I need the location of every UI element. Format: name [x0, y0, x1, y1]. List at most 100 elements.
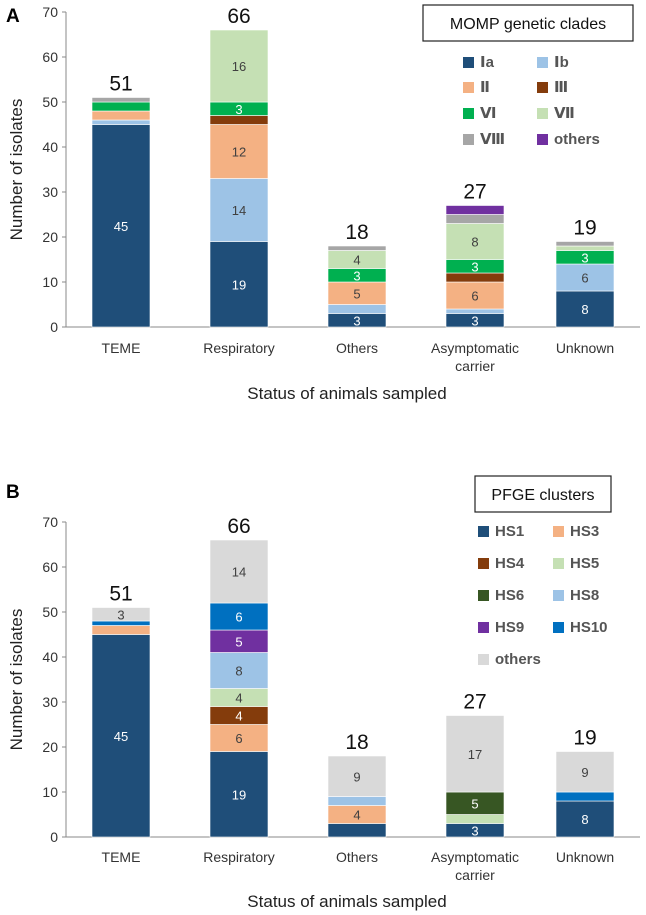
data-label: 16	[232, 59, 246, 74]
bar-segment	[209, 241, 269, 328]
chart-panel-b: B 0 10 20 30 40 50 60 70 Number of isolates Status…	[6, 475, 640, 911]
bar-segment	[445, 223, 505, 260]
data-label: 5	[471, 796, 478, 811]
data-label: 19	[232, 787, 246, 802]
legend-label: HS10	[570, 619, 608, 636]
bar-segment	[91, 110, 151, 121]
data-label: 3	[353, 268, 360, 283]
data-label: 5	[353, 286, 360, 301]
data-label: 6	[581, 271, 588, 286]
y-tick-label: 70	[42, 4, 58, 20]
legend-swatch	[478, 590, 489, 601]
bar-segment	[327, 823, 387, 838]
x-tick-label-line: carrier	[455, 358, 495, 374]
x-tick-label: Asymptomatic carrier	[431, 340, 519, 374]
x-tick-label: TEME	[102, 340, 141, 356]
y-tick-label: 0	[50, 829, 58, 845]
legend-swatch	[478, 526, 489, 537]
legend-label: HS9	[495, 619, 524, 636]
bar-segment	[209, 29, 269, 103]
bar-segment	[445, 308, 505, 314]
legend-title-box	[422, 4, 634, 42]
legend-label: Ⅱ	[480, 79, 490, 96]
data-label: 6	[235, 731, 242, 746]
bar-segment	[209, 652, 269, 689]
legend-title: MOMP genetic clades	[450, 16, 606, 33]
data-label: 3	[471, 823, 478, 838]
data-label: 8	[471, 235, 478, 250]
legend-label: HS3	[570, 523, 599, 540]
y-tick-label: 20	[42, 739, 58, 755]
y-tick-label: 0	[50, 319, 58, 335]
x-tick-label: Asymptomatic carrier	[431, 849, 519, 883]
y-tick-label: 40	[42, 139, 58, 155]
legend-swatch	[537, 82, 548, 93]
y-tick-label: 40	[42, 649, 58, 665]
x-tick-label-line: Asymptomatic	[431, 849, 519, 865]
data-label: 9	[353, 769, 360, 784]
data-label: 14	[232, 565, 246, 580]
chart-panel-a: A 0 10 20 30 40 50 60 70 Number of isolates Status…	[6, 4, 640, 403]
data-label: 8	[581, 812, 588, 827]
x-axis-title: Status of animals sampled	[247, 892, 446, 911]
legend-swatch	[478, 558, 489, 569]
bar-segment	[209, 751, 269, 838]
bar-segment	[445, 715, 505, 793]
legend-swatch	[463, 57, 474, 68]
panel-letter: B	[6, 482, 20, 503]
legend-label: HS5	[570, 555, 599, 572]
bar-total-label: 51	[109, 583, 132, 606]
bar-total-label: 18	[345, 731, 368, 754]
bar-segment	[555, 245, 615, 251]
data-label: 4	[353, 808, 360, 823]
bar-segment	[327, 245, 387, 251]
y-tick-label: 60	[42, 559, 58, 575]
data-label: 8	[235, 664, 242, 679]
bar-segment	[209, 115, 269, 125]
bar-segment	[91, 607, 151, 622]
x-tick-label-line: Asymptomatic	[431, 340, 519, 356]
data-label: 4	[235, 691, 242, 706]
legend-swatch	[537, 57, 548, 68]
bar-segment	[555, 791, 615, 802]
legend-label: others	[554, 131, 600, 148]
bar-segment	[91, 625, 151, 635]
legend-swatch	[553, 558, 564, 569]
bar-total-label: 66	[227, 5, 250, 28]
data-label: 4	[235, 709, 242, 724]
bar-segment	[555, 263, 615, 292]
bar-segment	[327, 755, 387, 797]
bar-segment	[445, 205, 505, 215]
legend-title: PFGE clusters	[491, 487, 594, 504]
x-tick-label: Others	[336, 340, 378, 356]
y-tick-label: 70	[42, 514, 58, 530]
bar-total-label: 27	[463, 691, 486, 714]
data-label: 12	[232, 145, 246, 160]
legend-swatch	[463, 108, 474, 119]
x-axis-title: Status of animals sampled	[247, 384, 446, 403]
data-label: 3	[353, 313, 360, 328]
legend-label: Ⅰb	[554, 54, 569, 71]
y-tick-label: 10	[42, 274, 58, 290]
data-label: 6	[235, 610, 242, 625]
data-label: 19	[232, 277, 246, 292]
data-label: 5	[235, 634, 242, 649]
y-tick-label: 10	[42, 784, 58, 800]
legend-label: HS6	[495, 587, 524, 604]
x-tick-label-line: carrier	[455, 867, 495, 883]
legend-label: HS8	[570, 587, 599, 604]
y-axis-title: Number of isolates	[7, 609, 26, 751]
legend-swatch	[478, 654, 489, 665]
bar-segment	[555, 241, 615, 247]
panel-letter: A	[6, 6, 20, 27]
legend-title-box	[474, 475, 612, 513]
bar-segment	[327, 796, 387, 806]
bar-total-label: 19	[573, 217, 596, 240]
data-label: 3	[235, 102, 242, 117]
legend-swatch	[537, 108, 548, 119]
data-label: 45	[114, 729, 128, 744]
legend-label: Ⅷ	[480, 131, 505, 148]
data-label: 3	[117, 607, 124, 622]
legend-swatch	[553, 622, 564, 633]
